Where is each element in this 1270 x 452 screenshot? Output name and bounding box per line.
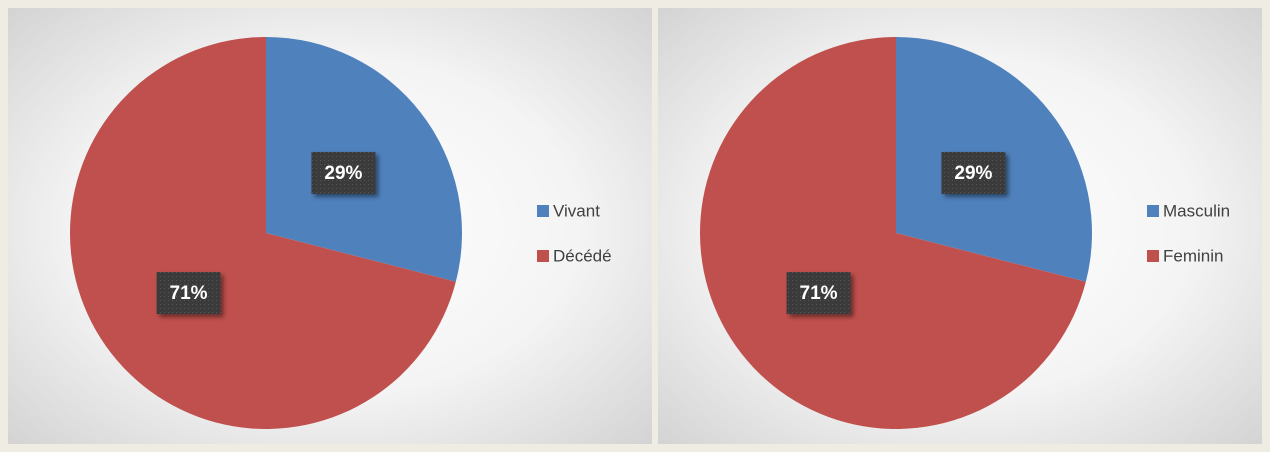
- legend-swatch: [537, 205, 549, 217]
- pie-slice: [699, 37, 1086, 429]
- legend-label: Masculin: [1163, 201, 1230, 220]
- legend-swatch: [1147, 205, 1159, 217]
- data-label-box: [156, 272, 221, 315]
- data-label: 29%: [954, 163, 992, 184]
- data-label: 29%: [324, 163, 362, 184]
- data-label-box: [311, 151, 376, 194]
- pie-slice: [69, 37, 456, 429]
- data-label: 71%: [800, 283, 838, 304]
- legend-swatch: [537, 250, 549, 262]
- legend-label: Feminin: [1163, 246, 1223, 265]
- legend-label: Vivant: [553, 201, 600, 220]
- data-label-box: [786, 272, 851, 315]
- legend-label: Décédé: [553, 246, 612, 265]
- data-label: 71%: [170, 283, 208, 304]
- data-label-box: [941, 151, 1006, 194]
- legend-swatch: [1147, 250, 1159, 262]
